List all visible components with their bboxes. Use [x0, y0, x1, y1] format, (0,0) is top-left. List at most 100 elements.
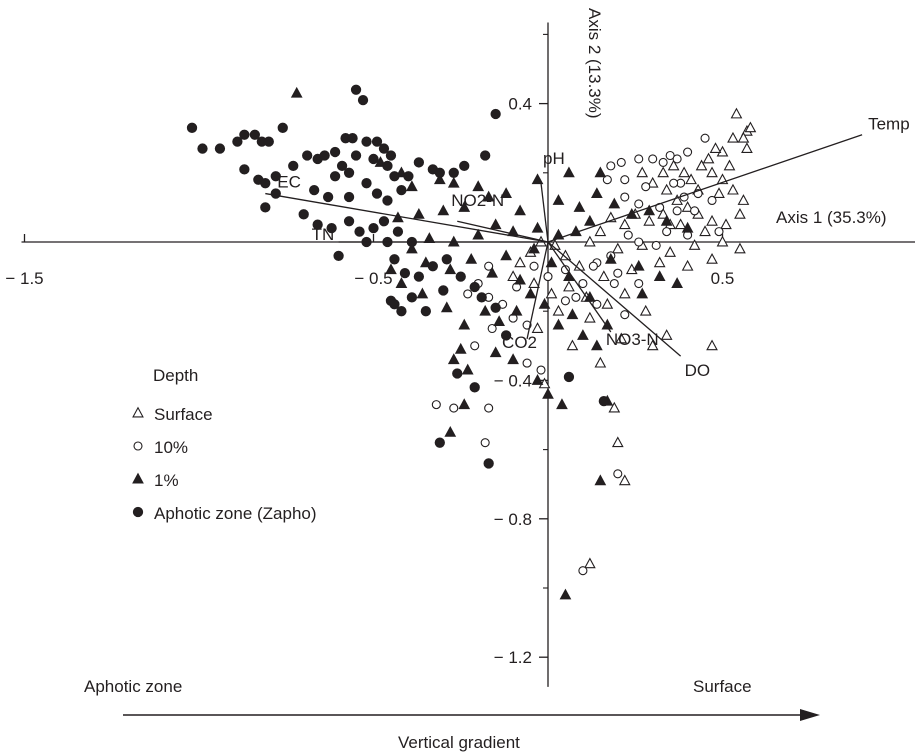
- data-point: [709, 142, 722, 154]
- data-point: [249, 129, 260, 140]
- data-point: [350, 150, 362, 161]
- vector-line: [526, 241, 549, 340]
- data-point: [469, 281, 480, 293]
- data-point: [584, 311, 596, 323]
- data-point: [329, 171, 341, 182]
- data-point: [545, 256, 558, 268]
- data-point: [487, 323, 497, 334]
- data-point: [476, 292, 487, 303]
- x-tick-label: 0.5: [711, 269, 735, 288]
- x-ticks: − 1.5 − 0.5 0.5: [5, 234, 734, 288]
- data-point: [716, 235, 729, 247]
- data-point: [447, 176, 460, 188]
- data-point: [714, 227, 724, 237]
- data-point: [438, 285, 449, 296]
- data-point: [480, 438, 490, 448]
- data-point: [489, 346, 502, 358]
- data-point: [563, 371, 575, 383]
- data-point: [737, 131, 750, 143]
- data-point: [458, 398, 471, 410]
- data-point: [514, 204, 526, 216]
- vector-line: [547, 241, 612, 333]
- data-point: [618, 287, 631, 299]
- data-point: [604, 252, 617, 264]
- data-point: [343, 216, 355, 227]
- vector-label: Temp: [868, 115, 910, 134]
- data-point: [646, 339, 659, 351]
- data-point: [431, 400, 441, 410]
- data-point: [613, 268, 623, 278]
- data-point: [343, 167, 355, 178]
- data-point: [270, 171, 281, 182]
- data-point: [634, 278, 644, 289]
- data-point: [690, 206, 700, 216]
- data-point: [594, 225, 607, 237]
- vector-line: [547, 241, 682, 357]
- gradient-arrow-head: [800, 709, 820, 721]
- data-point: [416, 287, 429, 299]
- data-point: [671, 194, 683, 205]
- data-point: [702, 152, 715, 164]
- data-point: [322, 191, 334, 203]
- data-point: [490, 108, 501, 120]
- data-point: [615, 332, 628, 344]
- data-point: [444, 263, 457, 275]
- data-point: [343, 191, 355, 203]
- data-point: [672, 206, 682, 216]
- data-point: [524, 287, 537, 299]
- data-point: [658, 157, 668, 167]
- data-point: [573, 201, 586, 212]
- vector-label: EC: [277, 173, 301, 192]
- data-point: [396, 184, 407, 196]
- data-point: [636, 287, 649, 299]
- data-point: [484, 261, 494, 271]
- data-point: [260, 178, 271, 189]
- data-point: [734, 207, 746, 219]
- data-point: [470, 341, 480, 351]
- y-tick-label: − 0.4: [494, 371, 532, 390]
- data-point: [685, 173, 697, 185]
- data-point: [434, 167, 445, 178]
- data-point: [448, 167, 459, 178]
- data-point: [720, 218, 732, 230]
- data-point: [669, 178, 679, 188]
- legend-label: 10%: [154, 438, 188, 457]
- data-point: [423, 232, 436, 243]
- data-point: [611, 242, 624, 254]
- legend-marker: [133, 441, 143, 451]
- data-point: [514, 256, 526, 268]
- data-point: [455, 271, 466, 282]
- data-point: [594, 356, 607, 368]
- data-point: [744, 121, 757, 133]
- data-point: [507, 270, 519, 282]
- vector-label: DO: [685, 361, 711, 380]
- data-point: [406, 180, 418, 192]
- legend: Depth Surface 10% 1% Aphotic zone (Zapho): [132, 366, 317, 523]
- data-point: [727, 183, 739, 195]
- data-point: [406, 242, 418, 254]
- data-point: [333, 250, 344, 261]
- data-point: [634, 237, 644, 247]
- vector-label: TN: [312, 225, 335, 244]
- data-point: [707, 195, 717, 206]
- data-point: [368, 223, 379, 234]
- data-point: [357, 94, 369, 106]
- data-point: [559, 588, 572, 600]
- data-point: [444, 425, 457, 437]
- data-point: [571, 292, 581, 302]
- data-point: [648, 154, 658, 164]
- data-point: [560, 296, 571, 306]
- data-point: [611, 436, 624, 448]
- gradient-arrow-label: Vertical gradient: [398, 733, 520, 752]
- data-point: [616, 157, 626, 167]
- data-point: [514, 273, 526, 285]
- data-point: [413, 157, 425, 168]
- data-point: [385, 150, 397, 161]
- data-point: [681, 259, 694, 271]
- data-point: [483, 458, 494, 469]
- data-point: [706, 166, 718, 178]
- data-point: [399, 267, 411, 279]
- data-point: [510, 304, 523, 316]
- gradient-left-label: Aphotic zone: [84, 677, 182, 696]
- data-point: [643, 204, 656, 216]
